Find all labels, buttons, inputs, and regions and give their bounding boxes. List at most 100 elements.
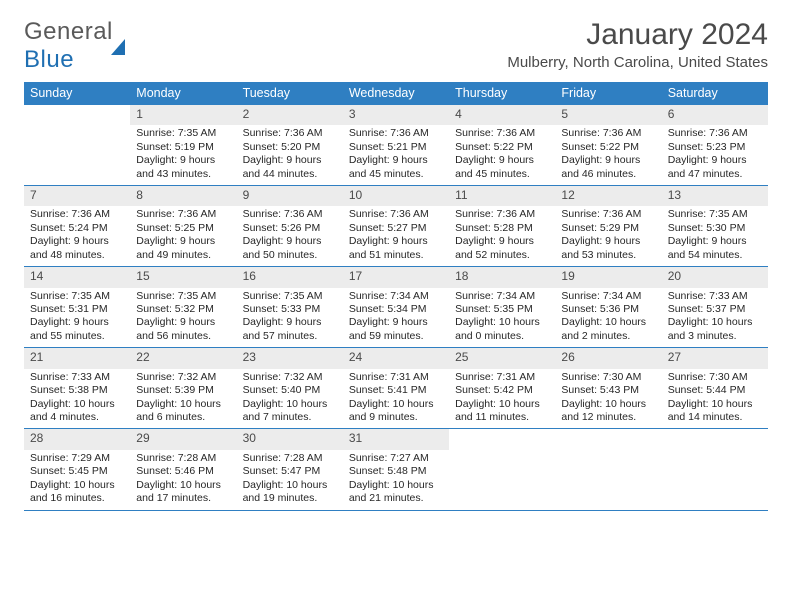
- day-cell: 5Sunrise: 7:36 AMSunset: 5:22 PMDaylight…: [555, 105, 661, 185]
- day-d2: and 51 minutes.: [349, 249, 443, 262]
- day-d2: and 19 minutes.: [243, 492, 337, 505]
- day-details: Sunrise: 7:33 AMSunset: 5:37 PMDaylight:…: [662, 288, 768, 348]
- day-d2: and 3 minutes.: [668, 330, 762, 343]
- day-d2: and 16 minutes.: [30, 492, 124, 505]
- day-d1: Daylight: 9 hours: [136, 235, 230, 248]
- day-d2: and 55 minutes.: [30, 330, 124, 343]
- day-sunset: Sunset: 5:36 PM: [561, 303, 655, 316]
- day-d1: Daylight: 9 hours: [243, 154, 337, 167]
- day-sunset: Sunset: 5:25 PM: [136, 222, 230, 235]
- day-sunset: Sunset: 5:34 PM: [349, 303, 443, 316]
- day-d2: and 21 minutes.: [349, 492, 443, 505]
- logo-triangle-icon: [111, 12, 125, 55]
- day-d2: and 2 minutes.: [561, 330, 655, 343]
- day-sunrise: Sunrise: 7:30 AM: [561, 371, 655, 384]
- day-number: 17: [343, 267, 449, 287]
- day-sunrise: Sunrise: 7:27 AM: [349, 452, 443, 465]
- day-d1: Daylight: 9 hours: [349, 154, 443, 167]
- day-d1: Daylight: 10 hours: [349, 479, 443, 492]
- day-d1: Daylight: 9 hours: [561, 235, 655, 248]
- day-d2: and 53 minutes.: [561, 249, 655, 262]
- day-cell: 23Sunrise: 7:32 AMSunset: 5:40 PMDayligh…: [237, 348, 343, 428]
- day-d1: Daylight: 9 hours: [243, 235, 337, 248]
- day-cell: 27Sunrise: 7:30 AMSunset: 5:44 PMDayligh…: [662, 348, 768, 428]
- day-d1: Daylight: 10 hours: [349, 398, 443, 411]
- day-header: Sunday: [24, 82, 130, 105]
- day-number: 3: [343, 105, 449, 125]
- day-number: 20: [662, 267, 768, 287]
- day-details: Sunrise: 7:36 AMSunset: 5:29 PMDaylight:…: [555, 206, 661, 266]
- day-d1: Daylight: 10 hours: [243, 398, 337, 411]
- day-cell: 6Sunrise: 7:36 AMSunset: 5:23 PMDaylight…: [662, 105, 768, 185]
- day-sunrise: Sunrise: 7:35 AM: [30, 290, 124, 303]
- day-cell: 20Sunrise: 7:33 AMSunset: 5:37 PMDayligh…: [662, 267, 768, 347]
- day-sunrise: Sunrise: 7:29 AM: [30, 452, 124, 465]
- day-d2: and 14 minutes.: [668, 411, 762, 424]
- day-cell: 15Sunrise: 7:35 AMSunset: 5:32 PMDayligh…: [130, 267, 236, 347]
- day-d2: and 7 minutes.: [243, 411, 337, 424]
- day-sunrise: Sunrise: 7:36 AM: [668, 127, 762, 140]
- day-sunset: Sunset: 5:39 PM: [136, 384, 230, 397]
- day-d1: Daylight: 10 hours: [561, 316, 655, 329]
- day-cell: 1Sunrise: 7:35 AMSunset: 5:19 PMDaylight…: [130, 105, 236, 185]
- day-d1: Daylight: 10 hours: [136, 398, 230, 411]
- day-d2: and 17 minutes.: [136, 492, 230, 505]
- day-sunset: Sunset: 5:30 PM: [668, 222, 762, 235]
- day-number: 8: [130, 186, 236, 206]
- day-d2: and 0 minutes.: [455, 330, 549, 343]
- day-cell: 7Sunrise: 7:36 AMSunset: 5:24 PMDaylight…: [24, 186, 130, 266]
- day-cell: 24Sunrise: 7:31 AMSunset: 5:41 PMDayligh…: [343, 348, 449, 428]
- day-sunset: Sunset: 5:43 PM: [561, 384, 655, 397]
- day-cell: 19Sunrise: 7:34 AMSunset: 5:36 PMDayligh…: [555, 267, 661, 347]
- day-cell: 9Sunrise: 7:36 AMSunset: 5:26 PMDaylight…: [237, 186, 343, 266]
- day-number: 13: [662, 186, 768, 206]
- day-d1: Daylight: 10 hours: [455, 316, 549, 329]
- day-details: Sunrise: 7:28 AMSunset: 5:46 PMDaylight:…: [130, 450, 236, 510]
- day-d1: Daylight: 9 hours: [30, 235, 124, 248]
- day-cell: 30Sunrise: 7:28 AMSunset: 5:47 PMDayligh…: [237, 429, 343, 509]
- day-d2: and 43 minutes.: [136, 168, 230, 181]
- day-d2: and 52 minutes.: [455, 249, 549, 262]
- day-number: 26: [555, 348, 661, 368]
- calendar-page: General Blue January 2024 Mulberry, Nort…: [0, 0, 792, 521]
- day-sunrise: Sunrise: 7:32 AM: [136, 371, 230, 384]
- day-sunset: Sunset: 5:21 PM: [349, 141, 443, 154]
- day-header: Tuesday: [237, 82, 343, 105]
- day-number: 24: [343, 348, 449, 368]
- day-details: Sunrise: 7:34 AMSunset: 5:34 PMDaylight:…: [343, 288, 449, 348]
- page-header: General Blue January 2024 Mulberry, Nort…: [24, 18, 768, 74]
- day-d1: Daylight: 9 hours: [136, 316, 230, 329]
- day-number: 23: [237, 348, 343, 368]
- day-number: 7: [24, 186, 130, 206]
- day-number: 12: [555, 186, 661, 206]
- day-sunset: Sunset: 5:31 PM: [30, 303, 124, 316]
- day-sunrise: Sunrise: 7:28 AM: [136, 452, 230, 465]
- day-d1: Daylight: 9 hours: [668, 235, 762, 248]
- day-d2: and 56 minutes.: [136, 330, 230, 343]
- day-number: 25: [449, 348, 555, 368]
- day-sunrise: Sunrise: 7:34 AM: [349, 290, 443, 303]
- day-sunset: Sunset: 5:22 PM: [455, 141, 549, 154]
- day-cell: 10Sunrise: 7:36 AMSunset: 5:27 PMDayligh…: [343, 186, 449, 266]
- day-sunrise: Sunrise: 7:35 AM: [136, 290, 230, 303]
- day-details: Sunrise: 7:35 AMSunset: 5:30 PMDaylight:…: [662, 206, 768, 266]
- day-sunset: Sunset: 5:45 PM: [30, 465, 124, 478]
- day-details: Sunrise: 7:35 AMSunset: 5:32 PMDaylight:…: [130, 288, 236, 348]
- day-details: Sunrise: 7:34 AMSunset: 5:36 PMDaylight:…: [555, 288, 661, 348]
- day-number: 6: [662, 105, 768, 125]
- day-sunrise: Sunrise: 7:33 AM: [30, 371, 124, 384]
- day-sunset: Sunset: 5:38 PM: [30, 384, 124, 397]
- day-cell: [662, 429, 768, 509]
- logo: General Blue: [24, 18, 125, 74]
- day-d2: and 59 minutes.: [349, 330, 443, 343]
- week-row: 7Sunrise: 7:36 AMSunset: 5:24 PMDaylight…: [24, 186, 768, 267]
- day-sunrise: Sunrise: 7:36 AM: [349, 208, 443, 221]
- day-details: Sunrise: 7:36 AMSunset: 5:21 PMDaylight:…: [343, 125, 449, 185]
- day-number: 5: [555, 105, 661, 125]
- day-number: 9: [237, 186, 343, 206]
- day-details: Sunrise: 7:36 AMSunset: 5:27 PMDaylight:…: [343, 206, 449, 266]
- day-details: Sunrise: 7:35 AMSunset: 5:33 PMDaylight:…: [237, 288, 343, 348]
- day-details: Sunrise: 7:34 AMSunset: 5:35 PMDaylight:…: [449, 288, 555, 348]
- day-cell: 2Sunrise: 7:36 AMSunset: 5:20 PMDaylight…: [237, 105, 343, 185]
- day-details: Sunrise: 7:35 AMSunset: 5:31 PMDaylight:…: [24, 288, 130, 348]
